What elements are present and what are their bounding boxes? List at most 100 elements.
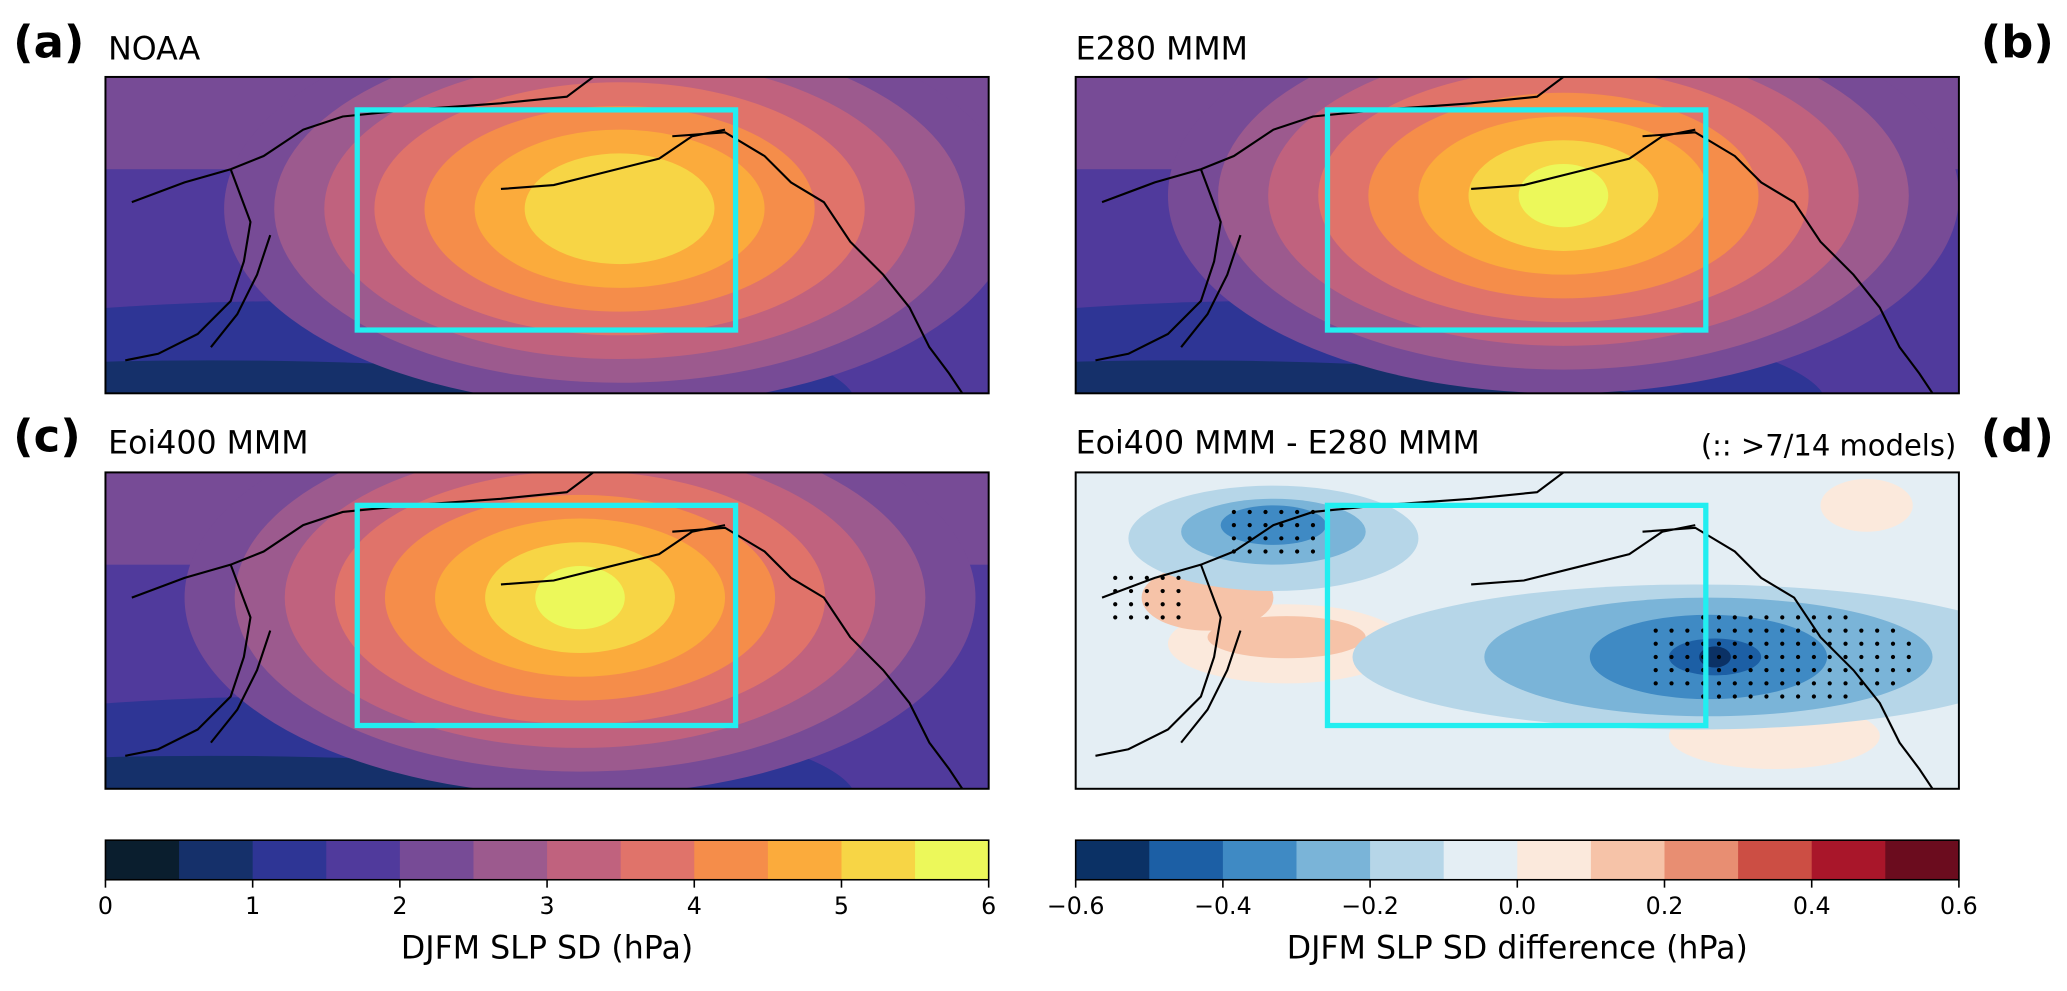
stipple bbox=[1875, 641, 1880, 646]
stipple bbox=[1827, 654, 1832, 660]
coastline bbox=[1095, 76, 1934, 394]
tick-label: 0 bbox=[98, 892, 113, 920]
tick-label: 0.4 bbox=[1793, 892, 1831, 920]
stipple bbox=[1176, 588, 1181, 594]
stipple bbox=[1144, 588, 1149, 594]
colorbar-bin bbox=[105, 840, 180, 880]
colorbar-bin bbox=[547, 840, 622, 880]
stipple bbox=[1875, 668, 1880, 673]
panel-title: NOAA bbox=[108, 32, 201, 68]
stipple bbox=[1827, 681, 1832, 686]
stipple bbox=[1890, 641, 1896, 646]
stipple bbox=[1653, 628, 1658, 633]
stipple bbox=[1295, 523, 1300, 528]
map-frame bbox=[1074, 75, 1960, 395]
stipple bbox=[1890, 681, 1896, 686]
stipple bbox=[1859, 641, 1864, 646]
stipple bbox=[1795, 694, 1801, 699]
contour bbox=[1518, 163, 1609, 228]
stipple bbox=[1263, 509, 1268, 515]
panel-title: Eoi400 MMM - E280 MMM bbox=[1076, 426, 1480, 462]
colorbar-bin bbox=[1517, 840, 1592, 880]
stipple bbox=[1748, 615, 1753, 620]
map bbox=[105, 76, 989, 394]
colorbar-bin bbox=[620, 840, 695, 880]
stipple bbox=[1748, 654, 1753, 660]
stipple bbox=[1890, 668, 1896, 673]
colorbar-bin bbox=[694, 840, 769, 880]
stipple bbox=[1113, 602, 1118, 607]
stipple bbox=[1780, 681, 1785, 686]
stipple bbox=[1653, 681, 1658, 686]
stipple bbox=[1247, 549, 1252, 554]
stipple bbox=[1669, 641, 1674, 646]
stipple bbox=[1653, 654, 1658, 660]
stipple bbox=[1906, 668, 1911, 673]
stipple bbox=[1716, 641, 1722, 646]
stipple bbox=[1716, 681, 1722, 686]
stipple bbox=[1716, 615, 1722, 620]
stipple bbox=[1780, 654, 1785, 660]
stipple bbox=[1113, 615, 1118, 620]
stipple bbox=[1247, 509, 1252, 515]
stipple bbox=[1279, 523, 1284, 528]
stipple bbox=[1263, 549, 1268, 554]
stipple bbox=[1859, 668, 1864, 673]
colorbar-label: DJFM SLP SD (hPa) bbox=[401, 931, 693, 967]
colorbar-bin bbox=[1222, 840, 1298, 880]
stipple bbox=[1732, 681, 1737, 686]
stipple bbox=[1764, 628, 1769, 633]
map bbox=[1075, 76, 1959, 394]
stipple bbox=[1811, 654, 1817, 660]
panel-title: E280 MMM bbox=[1076, 32, 1248, 68]
stipple bbox=[1795, 641, 1801, 646]
stipple bbox=[1795, 668, 1801, 673]
stipple bbox=[1310, 549, 1316, 554]
contour bbox=[1207, 616, 1366, 659]
stipple bbox=[1811, 668, 1817, 673]
contour bbox=[524, 153, 715, 265]
stipple bbox=[1906, 654, 1911, 660]
colorbar-bin bbox=[1443, 840, 1518, 880]
tick-label: 3 bbox=[540, 892, 555, 920]
stipple bbox=[1875, 628, 1880, 633]
stipple bbox=[1827, 615, 1832, 620]
stipple bbox=[1795, 615, 1801, 620]
stipple bbox=[1279, 549, 1284, 554]
stipple bbox=[1764, 654, 1769, 660]
colorbar-bin bbox=[179, 840, 254, 880]
map bbox=[1075, 472, 1959, 789]
stipple bbox=[1160, 615, 1165, 620]
stipple bbox=[1764, 694, 1769, 699]
region-box bbox=[1324, 502, 1709, 729]
stipple bbox=[1748, 694, 1753, 699]
stipple bbox=[1780, 694, 1785, 699]
stipple bbox=[1843, 641, 1848, 646]
stipple bbox=[1780, 615, 1785, 620]
stipple bbox=[1279, 536, 1284, 541]
stipple bbox=[1128, 615, 1134, 620]
stipple bbox=[1144, 575, 1149, 580]
stipple bbox=[1231, 509, 1236, 515]
stipple bbox=[1716, 694, 1722, 699]
tick-label: 5 bbox=[834, 892, 849, 920]
colorbar-bin bbox=[1664, 840, 1739, 880]
coastline bbox=[125, 76, 964, 394]
stipple bbox=[1295, 509, 1300, 515]
stipple bbox=[1113, 575, 1118, 580]
colorbar-bin bbox=[1811, 840, 1886, 880]
panel-note: (:: >7/14 models) bbox=[1701, 428, 1956, 462]
stipple bbox=[1859, 654, 1864, 660]
stipple bbox=[1795, 628, 1801, 633]
stipple bbox=[1732, 641, 1737, 646]
tick-label: −0.2 bbox=[1341, 892, 1399, 920]
stipple bbox=[1875, 654, 1880, 660]
stipple bbox=[1653, 668, 1658, 673]
stipple bbox=[1279, 509, 1284, 515]
stipple bbox=[1128, 575, 1134, 580]
stipple bbox=[1160, 588, 1165, 594]
stipple bbox=[1890, 654, 1896, 660]
stipple bbox=[1748, 668, 1753, 673]
stipple bbox=[1780, 668, 1785, 673]
stipple bbox=[1843, 668, 1848, 673]
